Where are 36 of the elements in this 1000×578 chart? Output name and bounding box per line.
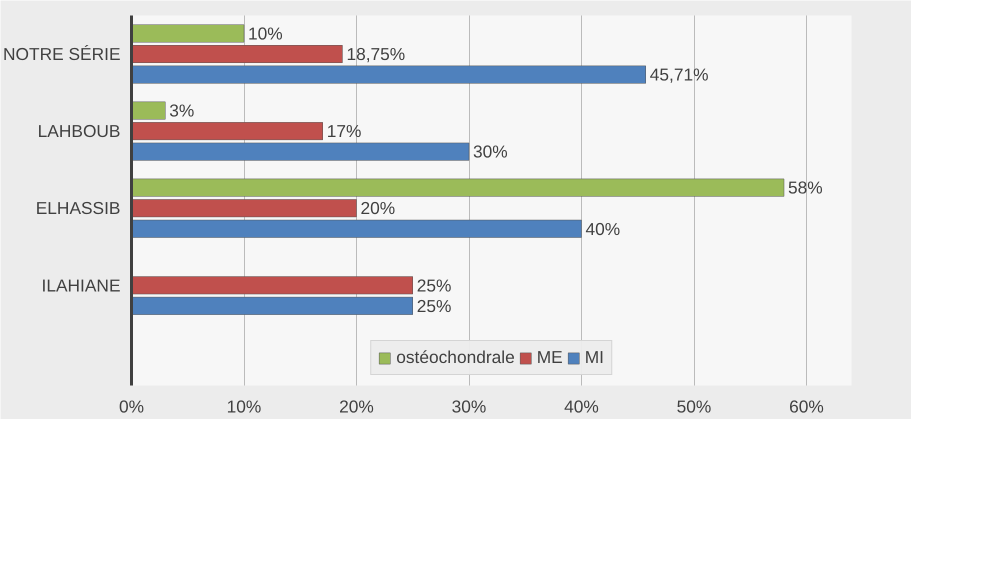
data-label: 3% <box>169 100 194 121</box>
bar <box>132 199 357 218</box>
x-tick-label: 40% <box>564 396 599 416</box>
data-label: 58% <box>788 178 823 198</box>
data-label: 20% <box>360 198 396 218</box>
bar <box>132 178 784 197</box>
bar <box>132 142 470 161</box>
bar <box>132 122 323 140</box>
legend-label: ME <box>536 347 563 368</box>
data-label: 40% <box>586 218 620 239</box>
data-label: 45,71% <box>650 64 709 85</box>
y-tick-label: ILAHIANE <box>42 275 120 296</box>
x-tick-label: 30% <box>452 396 486 416</box>
y-tick-label: LAHBOUB <box>38 121 121 142</box>
x-tick-label: 0% <box>118 396 144 416</box>
bar <box>132 220 582 238</box>
x-tick-label: 50% <box>676 396 712 416</box>
data-label: 18,75% <box>346 44 406 64</box>
y-tick-label: ELHASSIB <box>36 198 121 218</box>
data-label: 17% <box>326 121 362 142</box>
legend-label: ostéochondrale <box>396 347 515 368</box>
y-tick-label: NOTRE SÉRIE <box>3 44 121 64</box>
bar <box>132 102 166 120</box>
x-tick-label: 10% <box>226 396 262 416</box>
x-tick-label: 20% <box>339 396 374 416</box>
bar <box>132 24 244 42</box>
bar <box>132 296 413 315</box>
x-tick-label: 60% <box>789 396 824 416</box>
data-label: 25% <box>416 296 452 316</box>
bar <box>132 66 646 84</box>
data-label: 30% <box>473 142 508 162</box>
data-label: 10% <box>248 23 283 44</box>
data-label: 25% <box>416 275 452 296</box>
bar <box>132 45 343 64</box>
bar <box>132 276 413 294</box>
legend-label: MI <box>584 347 605 368</box>
